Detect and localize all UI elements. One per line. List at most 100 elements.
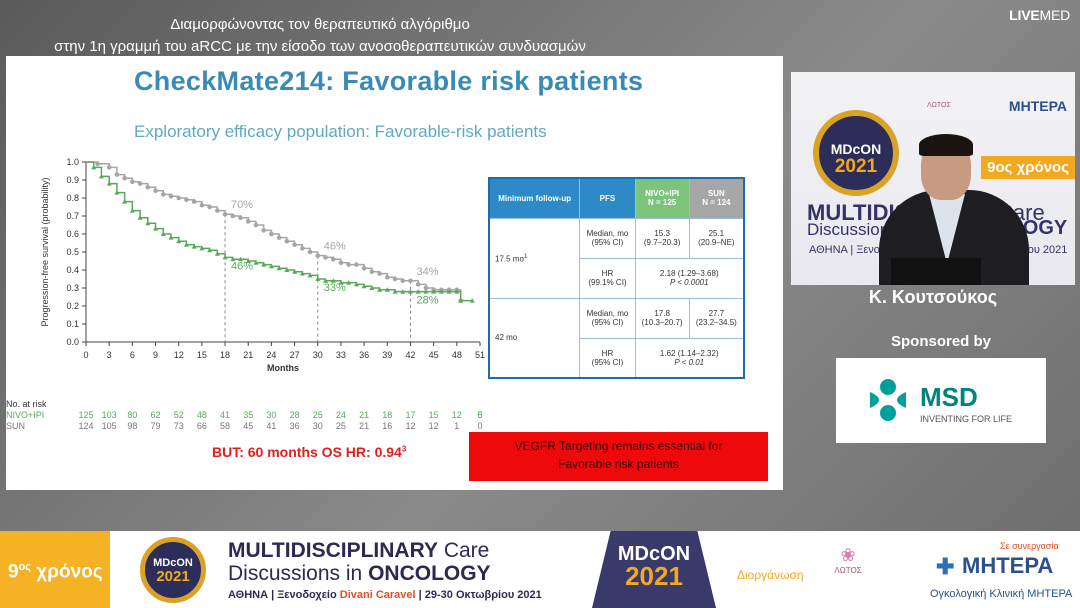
banner-line2: Discussions in ONCOLOGY: [228, 562, 491, 585]
censor-mark-nivo: [160, 231, 166, 236]
y-tick-label: 0.5: [66, 247, 79, 257]
session-title-line2: στην 1η γραμμή του aRCC με την είσοδο τω…: [54, 38, 586, 55]
val-median-sun: 27.7 (23.2–34.5): [688, 297, 745, 339]
censor-mark-nivo: [199, 245, 205, 251]
risk-value: 16: [382, 421, 393, 431]
risk-value: 21: [359, 421, 370, 431]
x-tick-label: 39: [382, 350, 392, 360]
risk-value: 73: [173, 421, 184, 431]
risk-value: 25: [335, 421, 346, 431]
x-tick-label: 33: [336, 350, 346, 360]
censor-mark-sun: [160, 192, 166, 197]
censor-mark-nivo: [330, 278, 336, 283]
pfs-table: Minimum follow-up PFS NIVO+IPI N = 125 SU…: [488, 177, 745, 379]
censor-mark-nivo: [268, 263, 274, 269]
censor-mark-nivo: [458, 298, 464, 303]
risk-value: 15: [428, 410, 439, 420]
x-tick-label: 12: [174, 350, 184, 360]
censor-mark-nivo: [292, 269, 298, 274]
risk-title: No. at risk: [6, 399, 47, 409]
censor-mark-sun: [361, 265, 367, 271]
label-hr: HR (95% CI): [579, 337, 636, 379]
censor-mark-sun: [338, 260, 344, 266]
x-tick-label: 24: [266, 350, 276, 360]
mitera-clinic: Ογκολογική Κλινική ΜΗΤΕΡΑ: [930, 588, 1073, 600]
msd-mark-icon: [870, 379, 906, 421]
censor-mark-nivo: [322, 278, 328, 283]
censor-mark-sun: [153, 188, 158, 194]
censor-mark-sun: [191, 199, 197, 204]
risk-value: 48: [196, 410, 207, 420]
risk-value: 21: [359, 410, 370, 420]
x-tick-label: 48: [452, 350, 462, 360]
censor-mark-sun: [346, 262, 351, 267]
censor-mark-nivo: [415, 289, 421, 294]
years-badge: 9ος χρόνος: [0, 531, 110, 608]
censor-mark-sun: [300, 246, 305, 251]
censor-mark-sun: [261, 228, 266, 233]
x-tick-label: 3: [107, 350, 112, 360]
censor-mark-sun: [253, 222, 259, 228]
censor-mark-nivo: [145, 220, 151, 226]
censor-mark-nivo: [438, 289, 444, 294]
censor-mark-nivo: [353, 281, 359, 287]
censor-mark-sun: [292, 242, 297, 248]
mdcon-logo: MDcON 2021: [813, 110, 899, 196]
percent-label: 34%: [416, 266, 438, 278]
presentation-slide: CheckMate214: Favorable risk patients Ex…: [6, 56, 783, 490]
censor-mark-sun: [377, 271, 382, 276]
censor-mark-nivo: [299, 271, 305, 276]
risk-value: 12: [428, 421, 439, 431]
val-median-nivo: 15.3 (9.7–20.3): [634, 217, 690, 259]
censor-mark-sun: [423, 285, 429, 291]
risk-value: 41: [220, 410, 231, 420]
slide-title: CheckMate214: Favorable risk patients: [134, 66, 644, 96]
risk-value: 35: [243, 410, 254, 420]
censor-mark-sun: [330, 256, 336, 262]
risk-value: 24: [335, 410, 346, 420]
censor-mark-sun: [384, 274, 390, 280]
x-tick-label: 42: [405, 350, 415, 360]
lotos-logo: ΛΩΤΟΣ: [927, 102, 951, 109]
organizer-label: Διοργάνωση: [737, 568, 804, 582]
th-sun: SUN N = 124: [688, 177, 745, 219]
risk-value: 124: [78, 421, 94, 431]
mdcon-logo: MDcON 2021: [140, 537, 206, 603]
censor-mark-nivo: [98, 173, 104, 179]
censor-mark-nivo: [129, 208, 135, 213]
censor-mark-nivo: [400, 289, 406, 294]
censor-mark-sun: [130, 179, 135, 185]
censor-mark-sun: [238, 215, 243, 221]
risk-value: 1: [454, 421, 460, 431]
y-tick-label: 0.6: [66, 229, 79, 239]
censor-mark-nivo: [245, 258, 251, 263]
censor-mark-nivo: [361, 283, 367, 289]
percent-label: 28%: [416, 295, 438, 307]
y-tick-label: 0.9: [66, 175, 79, 185]
conference-banner: 9ος χρόνος MDcON 2021 MULTIDISCIPLINARY C…: [0, 531, 1080, 608]
msd-sponsor-logo: MSD INVENTING FOR LIFE: [836, 358, 1046, 443]
percent-label: 70%: [231, 199, 253, 211]
risk-value: 98: [127, 421, 138, 431]
risk-value: 80: [127, 410, 138, 420]
censor-mark-nivo: [315, 276, 321, 281]
lotos-logo: ❀ ΛΩΤΟΣ: [820, 545, 876, 575]
risk-value: 0: [477, 421, 483, 431]
censor-mark-sun: [114, 172, 120, 177]
risk-value: 62: [150, 410, 161, 420]
censor-mark-sun: [168, 193, 174, 199]
x-tick-label: 0: [83, 350, 88, 360]
risk-value: 5: [477, 410, 483, 420]
risk-value: 103: [101, 410, 117, 420]
censor-mark-sun: [323, 255, 328, 260]
censor-mark-nivo: [423, 289, 429, 294]
censor-mark-nivo: [253, 260, 259, 265]
censor-mark-nivo: [446, 289, 452, 294]
x-tick-label: 18: [220, 350, 230, 360]
livemed-logo: LIVEMED: [1009, 7, 1070, 23]
label-hr: HR (99.1% CI): [579, 257, 636, 299]
censor-mark-nivo: [153, 226, 159, 231]
x-axis-label: Months: [267, 363, 299, 373]
risk-value: 30: [312, 421, 323, 431]
censor-mark-nivo: [276, 265, 282, 271]
